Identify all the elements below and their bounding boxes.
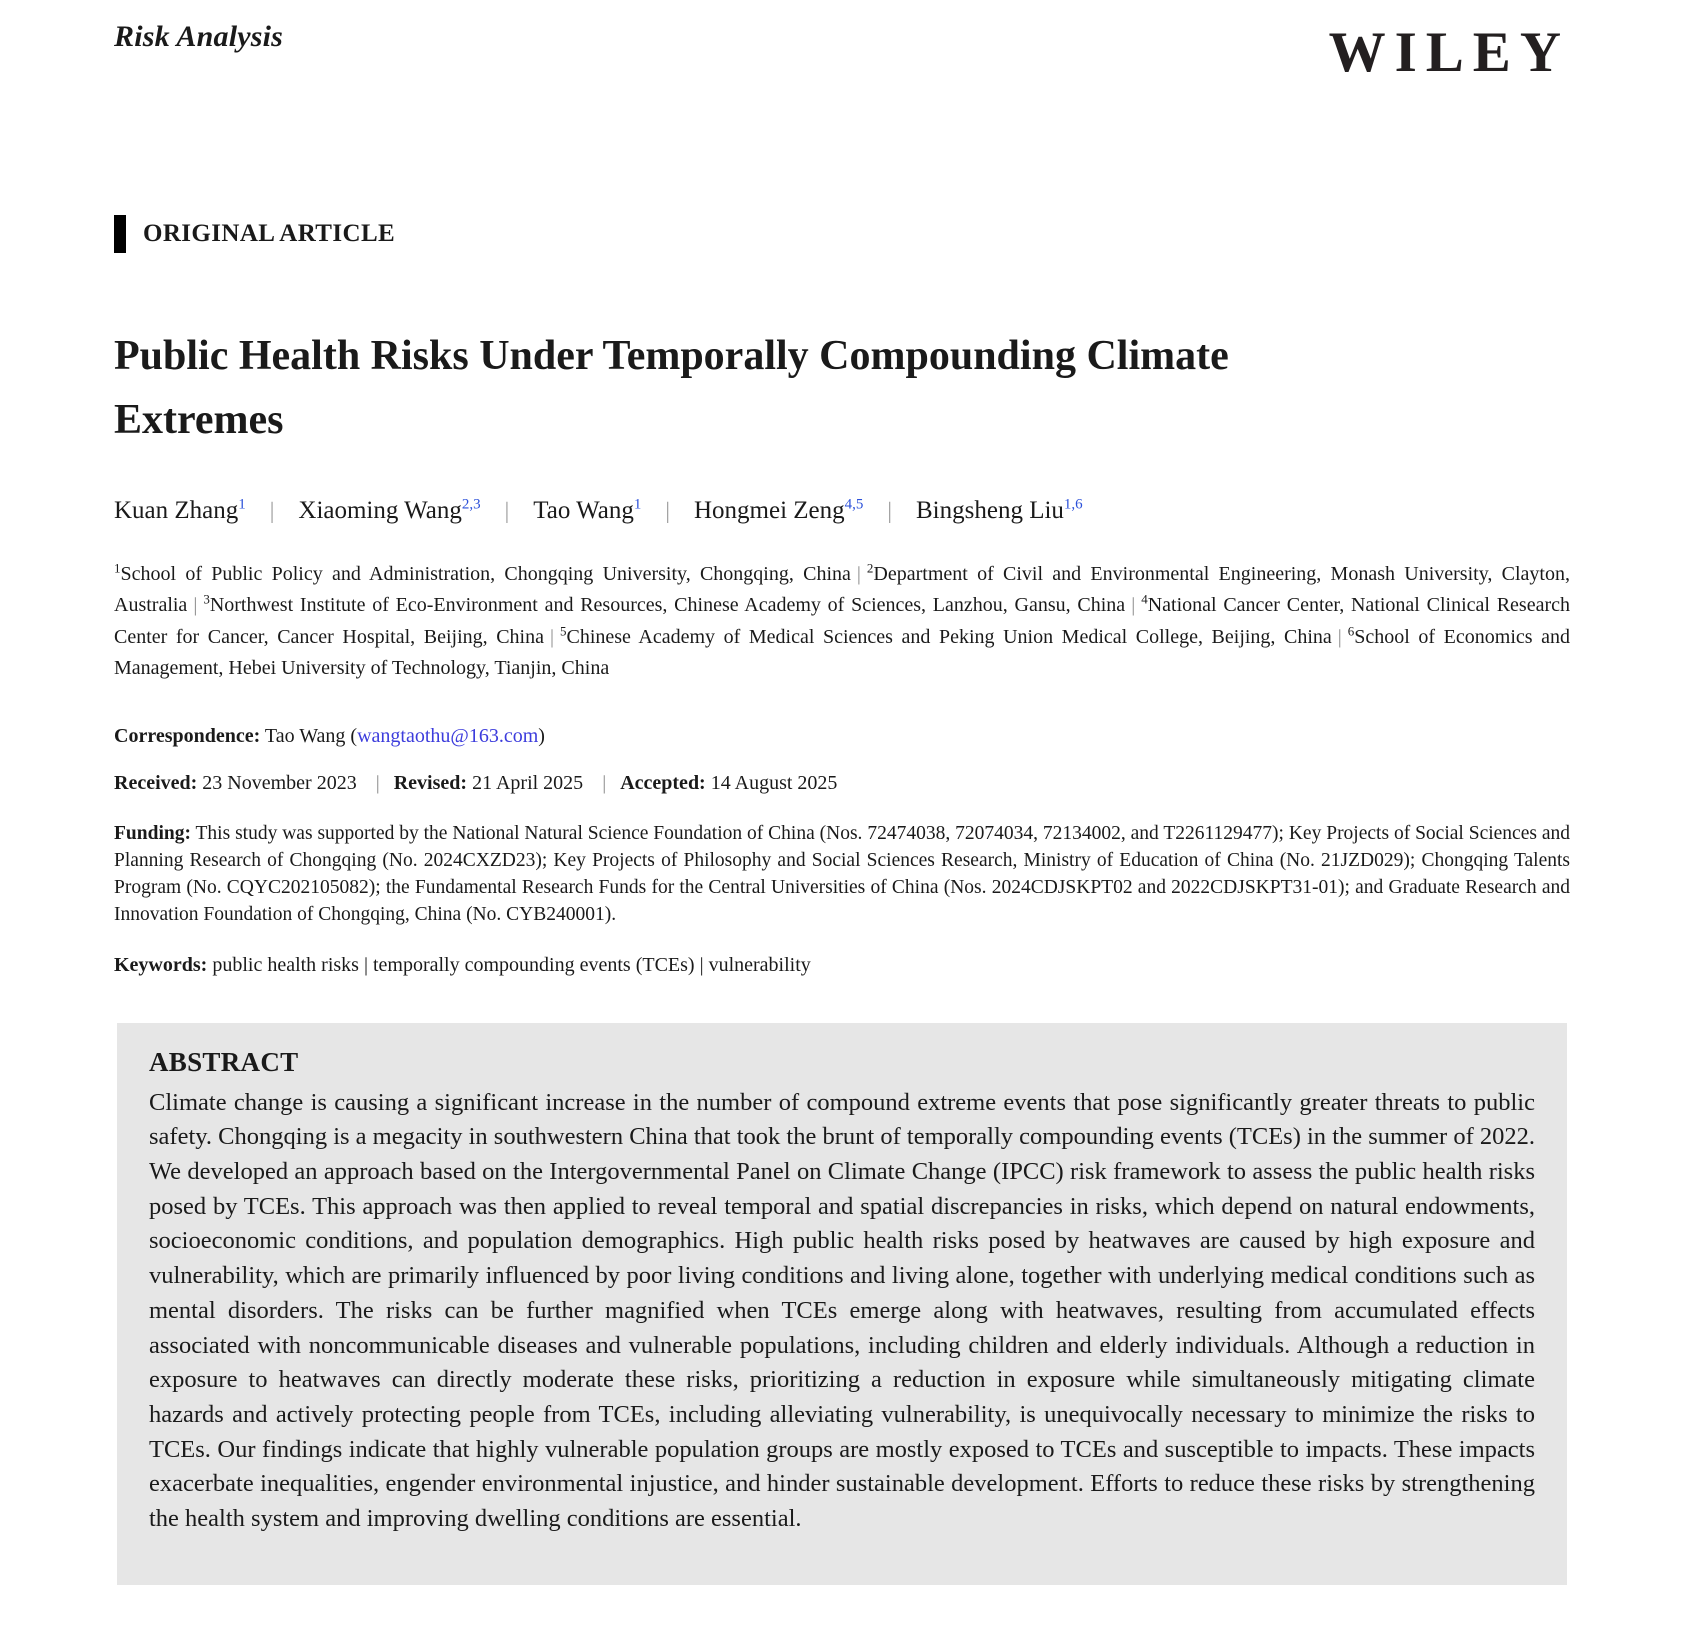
history-label: Received: — [114, 771, 198, 794]
affiliation-separator: | — [856, 562, 861, 585]
author-affiliation-sup[interactable]: 1 — [238, 496, 246, 513]
affiliation-separator: | — [549, 625, 554, 648]
funding-text: This study was supported by the National… — [114, 822, 1570, 925]
author-affiliation-sup[interactable]: 1,6 — [1063, 496, 1083, 513]
author: Tao Wang1 — [533, 497, 641, 524]
history-label: Revised: — [393, 771, 468, 794]
affiliation-separator: | — [193, 594, 198, 617]
correspondence-line: Correspondence: Tao Wang (wangtaothu@163… — [114, 725, 1570, 748]
affiliation-text: Department of Civil and Environmental En… — [114, 562, 1570, 617]
affiliation-sup: 1 — [114, 560, 121, 575]
affiliation-sup: 6 — [1347, 623, 1355, 638]
affiliations: 1School of Public Policy and Administrat… — [114, 559, 1570, 685]
author-separator: | — [504, 497, 510, 523]
affiliation-text: National Cancer Center, National Clinica… — [114, 594, 1570, 648]
author: Bingsheng Liu1,6 — [916, 497, 1083, 524]
correspondence-name: Tao Wang — [264, 724, 346, 747]
author-name: Kuan Zhang — [114, 496, 239, 524]
affiliation-sup: 4 — [1141, 591, 1148, 607]
author: Xiaoming Wang2,3 — [298, 497, 480, 524]
author-affiliation-sup[interactable]: 2,3 — [461, 496, 481, 513]
article-page: Risk Analysis WILEY ORIGINAL ARTICLE Pub… — [114, 0, 1570, 1585]
author-separator: | — [269, 497, 275, 523]
history-value: 14 August 2025 — [710, 771, 838, 794]
abstract-section: ABSTRACT Climate change is causing a sig… — [117, 1022, 1567, 1585]
affiliation-separator: | — [1337, 625, 1342, 648]
article-type-label: ORIGINAL ARTICLE — [143, 220, 396, 247]
author-separator: | — [665, 497, 670, 523]
article-type-bar — [114, 215, 126, 253]
history-label: Accepted: — [620, 771, 706, 794]
author-name: Tao Wang — [533, 496, 634, 524]
abstract-heading: ABSTRACT — [149, 1046, 299, 1077]
correspondence-email-link[interactable]: wangtaothu@163.com — [357, 724, 539, 747]
history-value: 23 November 2023 — [202, 771, 357, 794]
affiliation-text: School of Public Policy and Administrati… — [120, 562, 851, 585]
author-name: Bingsheng Liu — [916, 496, 1064, 524]
page-header: Risk Analysis WILEY — [114, 18, 1570, 81]
journal-name: Risk Analysis — [114, 20, 284, 53]
history-value: 21 April 2025 — [472, 771, 584, 794]
history-separator: | — [375, 771, 380, 794]
abstract-text: Climate change is causing a significant … — [149, 1088, 1535, 1533]
affiliation-sup: 3 — [203, 591, 210, 607]
article-type-banner: ORIGINAL ARTICLE — [114, 215, 1570, 253]
author-affiliation-sup[interactable]: 4,5 — [844, 496, 864, 513]
correspondence-paren-open: ( — [350, 724, 358, 747]
author: Kuan Zhang1 — [114, 497, 246, 524]
funding-statement: Funding: This study was supported by the… — [114, 820, 1570, 928]
affiliation-separator: | — [1131, 594, 1136, 617]
author-name: Xiaoming Wang — [298, 496, 462, 524]
funding-label: Funding: — [114, 822, 191, 844]
keywords-line: Keywords: public health risks | temporal… — [114, 954, 1570, 977]
article-title: Public Health Risks Under Temporally Com… — [114, 333, 1229, 443]
wiley-logo: WILEY — [1328, 21, 1570, 84]
history-separator: | — [602, 771, 607, 794]
affiliation-sup: 2 — [866, 560, 874, 575]
author-affiliation-sup[interactable]: 1 — [633, 496, 642, 513]
author: Hongmei Zeng4,5 — [694, 497, 863, 524]
article-history: Received: 23 November 2023 | Revised: 21 … — [114, 772, 1570, 795]
affiliation-sup: 5 — [560, 623, 567, 638]
author-separator: | — [887, 497, 892, 523]
keywords-list: public health risks | temporally compoun… — [212, 953, 811, 976]
affiliation-text: Chinese Academy of Medical Sciences and … — [566, 625, 1332, 648]
correspondence-label: Correspondence: — [114, 724, 261, 747]
author-list: Kuan Zhang1 | Xiaoming Wang2,3 | Tao Wang1 | H… — [114, 497, 1570, 525]
affiliation-text: School of Economics and Management, Hebe… — [114, 625, 1570, 680]
author-name: Hongmei Zeng — [693, 496, 845, 524]
affiliation-text: Northwest Institute of Eco-Environment a… — [209, 594, 1126, 617]
correspondence-paren-close: ) — [538, 724, 545, 747]
keywords-label: Keywords: — [114, 953, 208, 976]
